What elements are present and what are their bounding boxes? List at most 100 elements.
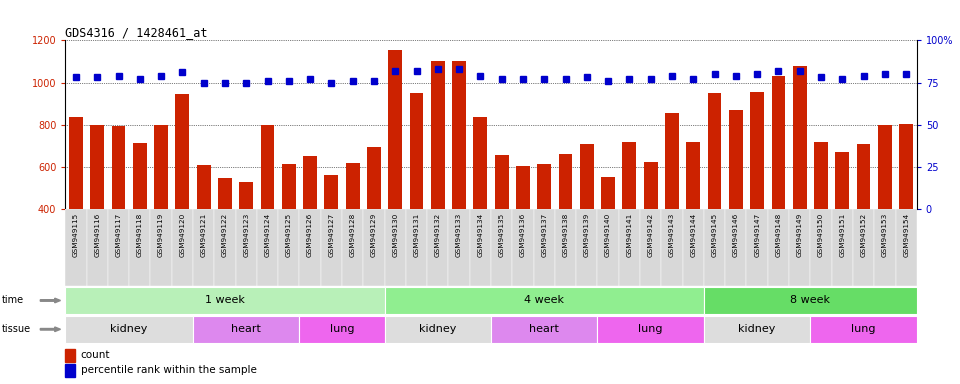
Text: GSM949143: GSM949143 (669, 213, 675, 257)
Bar (431, 61, 444, 209)
Text: GSM949138: GSM949138 (563, 213, 568, 257)
Bar (725, 209, 747, 286)
Bar (278, 209, 300, 286)
Bar (772, 76, 785, 209)
Text: count: count (81, 350, 110, 360)
Text: GSM949115: GSM949115 (73, 213, 79, 257)
Text: GSM949152: GSM949152 (860, 213, 867, 257)
Text: kidney: kidney (738, 324, 776, 334)
Bar (810, 316, 917, 343)
Bar (193, 316, 300, 343)
Bar (789, 209, 810, 286)
Bar (65, 364, 76, 377)
Bar (65, 349, 76, 362)
Text: lung: lung (638, 324, 663, 334)
Bar (65, 209, 86, 286)
Text: heart: heart (529, 324, 559, 334)
Bar (214, 209, 235, 286)
Text: GSM949145: GSM949145 (711, 213, 717, 257)
Text: GSM949123: GSM949123 (243, 213, 250, 257)
Bar (86, 209, 108, 286)
Text: heart: heart (231, 324, 261, 334)
Text: GSM949116: GSM949116 (94, 213, 100, 257)
Bar (385, 316, 492, 343)
Bar (878, 125, 892, 209)
Bar (151, 209, 172, 286)
Text: GSM949142: GSM949142 (648, 213, 654, 257)
Text: GSM949147: GSM949147 (755, 213, 760, 257)
Text: kidney: kidney (110, 324, 148, 334)
Bar (516, 166, 530, 209)
Bar (324, 175, 338, 209)
Bar (875, 209, 896, 286)
Bar (900, 124, 913, 209)
Bar (427, 209, 448, 286)
Bar (835, 152, 850, 209)
Bar (896, 209, 917, 286)
Bar (235, 209, 257, 286)
Bar (665, 113, 679, 209)
Text: GSM949131: GSM949131 (414, 213, 420, 257)
Bar (111, 126, 126, 209)
Bar (492, 316, 597, 343)
Text: lung: lung (330, 324, 354, 334)
Bar (303, 157, 317, 209)
Text: 4 week: 4 week (524, 295, 564, 306)
Bar (300, 316, 385, 343)
Text: percentile rank within the sample: percentile rank within the sample (81, 366, 256, 376)
Bar (130, 209, 151, 286)
Bar (683, 209, 704, 286)
Bar (704, 316, 810, 343)
Bar (155, 125, 168, 209)
Text: GSM949146: GSM949146 (732, 213, 739, 257)
Bar (831, 209, 852, 286)
Bar (172, 209, 193, 286)
Bar (793, 66, 806, 209)
Text: tissue: tissue (2, 324, 31, 334)
Bar (622, 142, 636, 209)
Bar (619, 209, 640, 286)
Bar (389, 50, 402, 209)
Text: GSM949154: GSM949154 (903, 213, 909, 257)
Bar (218, 178, 232, 209)
Bar (686, 142, 700, 209)
Text: GSM949136: GSM949136 (520, 213, 526, 257)
Bar (644, 162, 658, 209)
Text: GSM949129: GSM949129 (371, 213, 377, 257)
Bar (729, 110, 743, 209)
Text: GSM949140: GSM949140 (605, 213, 612, 257)
Bar (367, 147, 381, 209)
Bar (363, 209, 385, 286)
Text: time: time (2, 295, 24, 306)
Text: GSM949144: GSM949144 (690, 213, 696, 257)
Text: GSM949150: GSM949150 (818, 213, 824, 257)
Text: GSM949139: GSM949139 (584, 213, 589, 257)
Bar (452, 61, 466, 209)
Bar (410, 93, 423, 209)
Bar (65, 316, 193, 343)
Bar (492, 209, 513, 286)
Bar (601, 177, 615, 209)
Bar (300, 209, 321, 286)
Text: GSM949141: GSM949141 (627, 213, 633, 257)
Bar (282, 164, 296, 209)
Bar (538, 164, 551, 209)
Bar (346, 163, 360, 209)
Bar (385, 287, 704, 314)
Text: lung: lung (852, 324, 876, 334)
Text: kidney: kidney (420, 324, 457, 334)
Bar (661, 209, 683, 286)
Bar (708, 93, 722, 209)
Text: GSM949151: GSM949151 (839, 213, 846, 257)
Bar (810, 209, 831, 286)
Bar (852, 209, 875, 286)
Text: GSM949149: GSM949149 (797, 213, 803, 257)
Text: 8 week: 8 week (790, 295, 830, 306)
Text: GSM949120: GSM949120 (180, 213, 185, 257)
Text: GSM949137: GSM949137 (541, 213, 547, 257)
Bar (176, 94, 189, 209)
Bar (494, 156, 509, 209)
Bar (597, 316, 704, 343)
Text: GSM949132: GSM949132 (435, 213, 441, 257)
Bar (239, 182, 253, 209)
